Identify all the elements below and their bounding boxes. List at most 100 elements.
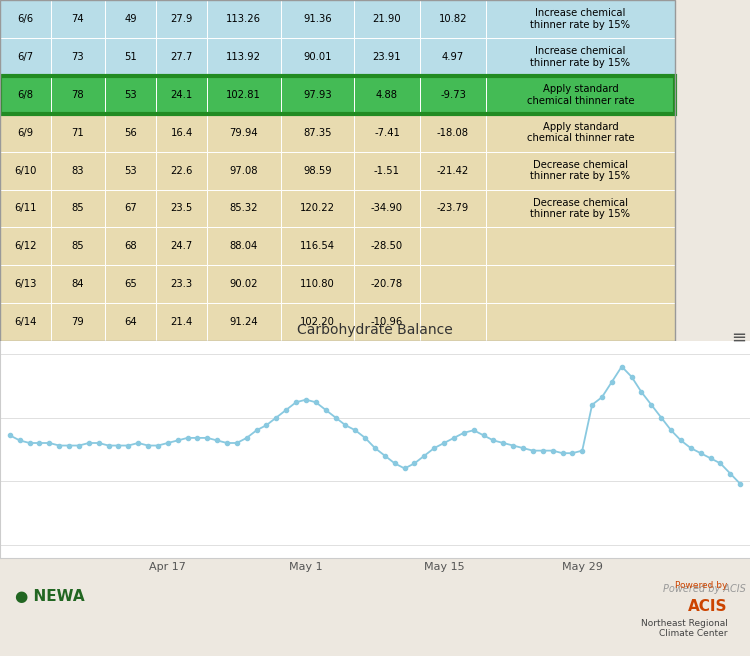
Text: Apply standard
chemical thinner rate: Apply standard chemical thinner rate <box>526 84 634 106</box>
Bar <box>420 38 486 76</box>
Bar <box>486 190 675 228</box>
Text: -9.73: -9.73 <box>440 90 466 100</box>
Text: 6/9: 6/9 <box>17 128 34 138</box>
Text: -28.50: -28.50 <box>371 241 403 251</box>
Text: 24.7: 24.7 <box>170 241 193 251</box>
Bar <box>280 228 354 265</box>
Text: 23.5: 23.5 <box>170 203 193 213</box>
Bar <box>207 113 280 152</box>
Bar <box>420 265 486 303</box>
Text: 10.82: 10.82 <box>439 14 467 24</box>
Bar <box>105 76 156 113</box>
Text: Increase chemical
thinner rate by 15%: Increase chemical thinner rate by 15% <box>530 8 631 30</box>
Bar <box>486 76 675 113</box>
Text: 116.54: 116.54 <box>300 241 334 251</box>
Text: 85.32: 85.32 <box>230 203 258 213</box>
Text: -10.96: -10.96 <box>370 317 404 327</box>
Text: -34.90: -34.90 <box>371 203 403 213</box>
Bar <box>51 228 105 265</box>
Text: 83: 83 <box>72 165 84 176</box>
Text: 88.04: 88.04 <box>230 241 258 251</box>
Bar <box>156 228 207 265</box>
Title: Carbohydrate Balance: Carbohydrate Balance <box>297 323 453 337</box>
Text: 23.91: 23.91 <box>373 52 401 62</box>
Text: 53: 53 <box>124 90 136 100</box>
Bar <box>105 113 156 152</box>
Text: ACIS: ACIS <box>688 600 728 614</box>
Text: -1.51: -1.51 <box>374 165 400 176</box>
Text: Decrease chemical
thinner rate by 15%: Decrease chemical thinner rate by 15% <box>530 160 631 181</box>
Text: -7.41: -7.41 <box>374 128 400 138</box>
Bar <box>207 190 280 228</box>
Bar <box>420 76 486 113</box>
Bar <box>420 228 486 265</box>
Text: 6/8: 6/8 <box>17 90 34 100</box>
Text: 113.92: 113.92 <box>226 52 261 62</box>
Bar <box>354 113 420 152</box>
Bar <box>486 228 675 265</box>
Text: 6/14: 6/14 <box>14 317 37 327</box>
Text: 74: 74 <box>72 14 84 24</box>
Bar <box>51 265 105 303</box>
Bar <box>486 303 675 341</box>
Bar <box>280 265 354 303</box>
Text: ● NEWA: ● NEWA <box>15 590 85 604</box>
Text: 120.22: 120.22 <box>300 203 334 213</box>
Bar <box>105 228 156 265</box>
Bar <box>486 152 675 190</box>
Text: 85: 85 <box>72 203 84 213</box>
Text: 97.93: 97.93 <box>303 90 332 100</box>
Bar <box>51 0 105 38</box>
Text: 16.4: 16.4 <box>170 128 193 138</box>
Bar <box>156 38 207 76</box>
Bar <box>0 190 51 228</box>
Text: ≡: ≡ <box>731 328 746 346</box>
Bar <box>0 152 51 190</box>
Bar <box>0 76 675 113</box>
Bar <box>207 38 280 76</box>
Bar <box>156 113 207 152</box>
Bar <box>0 303 51 341</box>
Bar <box>156 0 207 38</box>
Text: Powered by: Powered by <box>675 581 728 590</box>
Text: 23.3: 23.3 <box>170 279 193 289</box>
Text: 53: 53 <box>124 165 136 176</box>
Bar <box>280 76 354 113</box>
Bar <box>0 265 51 303</box>
Text: 4.88: 4.88 <box>376 90 398 100</box>
Text: 27.9: 27.9 <box>170 14 193 24</box>
Text: -23.79: -23.79 <box>436 203 470 213</box>
Text: 6/7: 6/7 <box>17 52 34 62</box>
Bar <box>207 228 280 265</box>
Bar <box>0 341 750 558</box>
Text: 78: 78 <box>72 90 84 100</box>
Text: Northeast Regional
Climate Center: Northeast Regional Climate Center <box>640 619 728 638</box>
Text: 64: 64 <box>124 317 136 327</box>
Text: 90.02: 90.02 <box>230 279 258 289</box>
Bar <box>486 0 675 38</box>
Bar <box>280 0 354 38</box>
Text: Increase chemical
thinner rate by 15%: Increase chemical thinner rate by 15% <box>530 46 631 68</box>
Text: 51: 51 <box>124 52 136 62</box>
Text: 73: 73 <box>72 52 84 62</box>
Bar <box>51 303 105 341</box>
Bar <box>156 265 207 303</box>
Bar <box>280 152 354 190</box>
Text: 6/6: 6/6 <box>17 14 34 24</box>
Text: 67: 67 <box>124 203 136 213</box>
Bar <box>105 0 156 38</box>
Bar <box>105 265 156 303</box>
Text: Powered by ACIS: Powered by ACIS <box>663 584 746 594</box>
Bar <box>0 113 51 152</box>
Bar <box>156 152 207 190</box>
Bar <box>354 265 420 303</box>
Text: 102.20: 102.20 <box>300 317 334 327</box>
Text: 79.94: 79.94 <box>230 128 258 138</box>
Bar <box>207 76 280 113</box>
Bar <box>105 190 156 228</box>
Bar <box>280 113 354 152</box>
Bar <box>0 76 51 113</box>
Text: 102.81: 102.81 <box>226 90 261 100</box>
Bar <box>354 190 420 228</box>
Text: 27.7: 27.7 <box>170 52 193 62</box>
